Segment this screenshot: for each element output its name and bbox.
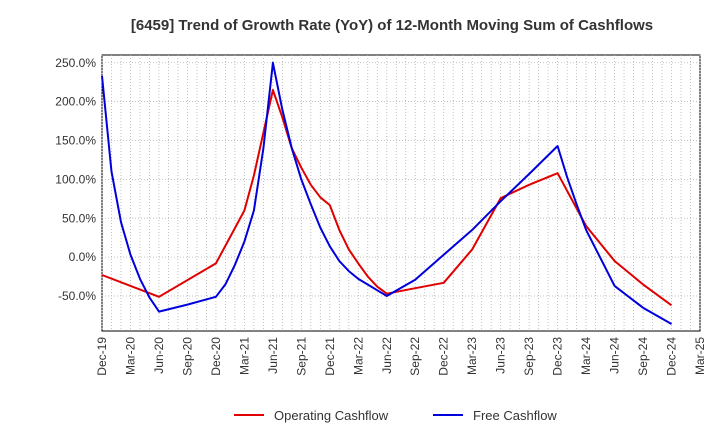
x-tick-label: Dec-24 [665, 337, 679, 376]
grid-lines [101, 55, 701, 331]
legend-label: Free Cashflow [473, 408, 557, 423]
y-tick-label: 100.0% [55, 172, 96, 186]
x-tick-label: Sep-22 [408, 337, 422, 376]
series-line-operating-cashflow [101, 89, 673, 307]
y-tick-label: 150.0% [55, 134, 96, 148]
x-axis-tick-labels: Dec-19 Mar-20 Jun-20 Sep-20 Dec-20 Mar-21 Jun-… [95, 337, 707, 376]
x-tick-label: Jun-21 [266, 337, 280, 374]
y-tick-label: 50.0% [62, 211, 96, 225]
x-tick-label: Dec-21 [323, 337, 337, 376]
x-tick-label: Mar-23 [465, 337, 479, 375]
y-tick-label: 250.0% [55, 56, 96, 70]
x-tick-label: Dec-22 [437, 337, 451, 376]
x-tick-label: Jun-22 [380, 337, 394, 374]
x-tick-label: Mar-21 [237, 337, 251, 375]
x-tick-label: Jun-23 [494, 337, 508, 374]
x-tick-label: Dec-23 [551, 337, 565, 376]
y-tick-label: 0.0% [69, 250, 97, 264]
legend: Operating Cashflow Free Cashflow [234, 408, 557, 423]
x-tick-label: Sep-24 [636, 337, 650, 376]
y-axis-tick-labels: 250.0% 200.0% 150.0% 100.0% 50.0% 0.0% -50.0% [55, 56, 96, 303]
x-tick-label: Sep-23 [522, 337, 536, 376]
x-tick-label: Dec-19 [95, 337, 109, 376]
legend-label: Operating Cashflow [274, 408, 389, 423]
x-tick-label: Sep-21 [294, 337, 308, 376]
x-tick-label: Jun-20 [152, 337, 166, 374]
series-lines [101, 61, 673, 325]
x-tick-label: Mar-24 [579, 337, 593, 375]
series-line-free-cashflow [101, 61, 672, 325]
x-tick-label: Jun-24 [608, 337, 622, 374]
x-tick-label: Mar-25 [693, 337, 707, 375]
y-tick-label: 200.0% [55, 95, 96, 109]
y-tick-label: -50.0% [58, 289, 96, 303]
x-tick-label: Dec-20 [209, 337, 223, 376]
plot-area [101, 54, 701, 332]
x-tick-label: Sep-20 [180, 337, 194, 376]
x-tick-label: Mar-20 [123, 337, 137, 375]
x-tick-label: Mar-22 [351, 337, 365, 375]
chart-title: [6459] Trend of Growth Rate (YoY) of 12-… [131, 17, 653, 34]
